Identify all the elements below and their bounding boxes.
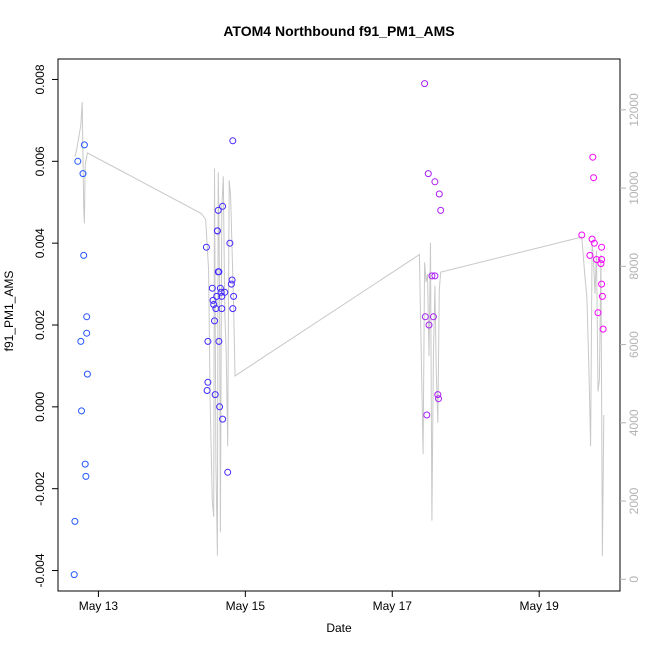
scatter-point <box>588 235 596 243</box>
scatter-point <box>219 202 227 210</box>
y-left-tick-label: 0.008 <box>33 64 47 94</box>
scatter-point <box>229 305 237 313</box>
scatter-point <box>578 231 586 239</box>
scatter-point <box>590 239 598 247</box>
scatter-point <box>204 378 212 386</box>
scatter-point <box>218 305 226 313</box>
y-right-tick-label: 2000 <box>627 487 641 514</box>
y-right-tick-label: 6000 <box>627 331 641 358</box>
scatter-point <box>80 141 88 149</box>
y-axis-left: -0.004 -0.002 0.000 0.002 0.004 0.006 0.008 <box>33 64 58 588</box>
plot-content <box>70 80 607 579</box>
y-left-tick-label: 0.000 <box>33 391 47 421</box>
y-left-tick-label: 0.006 <box>33 146 47 176</box>
scatter-point <box>214 206 222 214</box>
y-left-tick-label: -0.004 <box>33 553 47 587</box>
scatter-point <box>81 460 89 468</box>
x-axis-label: Date <box>326 621 352 635</box>
scatter-point <box>424 170 432 178</box>
scatter-point <box>226 239 234 247</box>
scatter-point <box>594 309 602 317</box>
scatter-point <box>213 227 221 235</box>
scatter-point <box>228 276 236 284</box>
scatter-point <box>435 395 442 403</box>
scatter-point <box>428 272 436 280</box>
scatter-point <box>215 337 223 345</box>
scatter-point <box>224 468 232 476</box>
y-axis-label: f91_PM1_AMS <box>2 271 16 352</box>
scatter-point <box>219 415 227 423</box>
scatter-point <box>423 411 431 419</box>
x-axis: May 13 May 15 May 17 May 19 <box>79 591 559 613</box>
series-line <box>74 101 605 556</box>
scatter-point <box>78 407 85 415</box>
x-tick-label: May 15 <box>226 599 266 613</box>
scatter-point <box>211 391 219 399</box>
scatter-point <box>589 153 597 161</box>
scatter-point <box>593 256 600 263</box>
x-tick-label: May 13 <box>79 599 119 613</box>
scatter-point <box>597 260 605 268</box>
scatter-point <box>598 292 606 300</box>
scatter-point <box>586 251 594 259</box>
scatter-point <box>215 268 223 276</box>
scatter-point <box>211 317 218 325</box>
scatter-point <box>80 251 88 259</box>
scatter-point <box>203 387 211 394</box>
scatter-point <box>434 391 442 399</box>
scatter-point <box>429 313 437 321</box>
scatter-point <box>217 288 225 296</box>
scatter-point <box>213 292 221 300</box>
scatter-point <box>435 190 443 198</box>
scatter-point <box>598 256 606 263</box>
scatter-point <box>421 313 429 321</box>
scatter-point <box>598 280 606 288</box>
scatter-point <box>227 280 235 288</box>
scatter-point <box>598 243 606 251</box>
scatter-point <box>209 296 217 304</box>
y-left-tick-label: 0.002 <box>33 310 47 340</box>
scatter-point <box>208 284 216 292</box>
scatter-point <box>83 329 91 337</box>
scatter-point <box>77 337 85 345</box>
y-right-tick-label: 8000 <box>627 253 641 280</box>
scatter-point <box>221 288 229 296</box>
scatter-point <box>79 170 87 178</box>
scatter-point <box>216 403 224 411</box>
scatter-point <box>70 571 78 579</box>
y-right-tick-label: 10000 <box>627 171 641 205</box>
scatter-point <box>74 157 82 165</box>
scatter-point <box>216 284 224 292</box>
y-left-tick-label: 0.004 <box>33 228 47 258</box>
scatter-point <box>83 313 91 321</box>
scatter-point <box>82 472 90 480</box>
scatter-point <box>590 174 598 182</box>
x-tick-label: May 19 <box>520 599 560 613</box>
scatter-point <box>425 321 433 329</box>
chart-title: ATOM4 Northbound f91_PM1_AMS <box>223 23 454 39</box>
scatter-point <box>204 337 212 345</box>
y-right-tick-label: 0 <box>627 576 641 583</box>
scatter-point <box>230 292 238 300</box>
y-left-tick-label: -0.002 <box>33 471 47 505</box>
y-right-tick-label: 4000 <box>627 409 641 436</box>
scatter-point <box>210 301 218 308</box>
scatter-point <box>599 325 607 333</box>
x-tick-label: May 17 <box>373 599 413 613</box>
scatter-point <box>437 206 445 214</box>
scatter-point <box>421 80 429 88</box>
scatter-point <box>431 272 439 280</box>
scatter-point <box>202 243 210 251</box>
y-right-tick-label: 12000 <box>627 93 641 127</box>
scatter-point <box>83 370 91 378</box>
scatter-point <box>71 517 79 525</box>
scatter-point <box>431 178 439 186</box>
scatter-point <box>229 137 237 145</box>
y-axis-right: 0 2000 4000 6000 8000 10000 12000 <box>620 93 641 583</box>
